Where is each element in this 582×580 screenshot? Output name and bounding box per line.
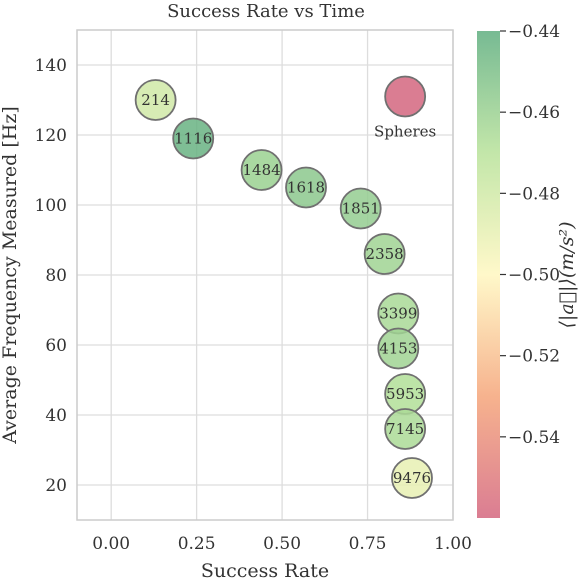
point-label: 5953 [386, 385, 424, 403]
point-label: 1484 [242, 161, 280, 179]
point-label: 1851 [342, 200, 380, 218]
plot-frame [76, 29, 454, 521]
colorbar-tick-label: −0.52 [508, 347, 560, 367]
point-label: 9476 [393, 469, 431, 487]
data-point [134, 79, 177, 121]
y-axis-label: Average Frequency Measured [Hz] [0, 106, 21, 445]
x-tick-label: 0.00 [92, 534, 130, 554]
x-tick-label: 1.00 [434, 534, 472, 554]
data-point [384, 75, 427, 118]
point-label: 3399 [379, 305, 417, 323]
data-point [240, 149, 283, 191]
data-point [384, 408, 427, 450]
point-label: 1618 [287, 179, 325, 197]
point-label: 4153 [379, 340, 417, 358]
point-label: 7145 [386, 420, 424, 438]
y-tick-label: 60 [45, 336, 67, 356]
colorbar-tick-label: −0.54 [508, 428, 560, 448]
chart-title: Success Rate vs Time [167, 1, 365, 22]
colorbar [477, 31, 500, 518]
data-point [172, 117, 215, 160]
data-point [377, 327, 420, 370]
x-axis-ticks: 0.00 0.25 0.50 0.75 1.00 [92, 534, 472, 554]
colorbar-tick-label: −0.48 [508, 184, 560, 204]
y-axis-ticks: 20 40 60 80 100 120 140 [35, 56, 67, 496]
x-tick-label: 0.50 [263, 534, 301, 554]
y-tick-label: 140 [35, 56, 67, 76]
y-tick-label: 40 [45, 406, 67, 426]
data-point [363, 233, 406, 275]
colorbar-tick-label: −0.44 [508, 22, 560, 42]
x-tick-label: 0.75 [349, 534, 387, 554]
y-tick-label: 100 [35, 196, 67, 216]
point-annotation: Spheres [374, 123, 436, 141]
data-point [391, 457, 433, 499]
data-point [339, 187, 382, 230]
y-tick-label: 80 [45, 266, 67, 286]
x-axis-label: Success Rate [201, 560, 329, 580]
colorbar-label: ⟨|a⃗|⟩(m/s²) [556, 222, 578, 329]
data-point [285, 166, 327, 209]
data-points: 214 1116 1484 1618 1851 2358 3399 4153 5953 7145 9… [134, 75, 436, 499]
point-label: 214 [141, 91, 170, 109]
point-label: 2358 [366, 245, 404, 263]
y-tick-label: 20 [45, 476, 67, 496]
colorbar-tick-label: −0.50 [508, 266, 560, 286]
colorbar-ticks: −0.44 −0.46 −0.48 −0.50 −0.52 −0.54 [500, 22, 560, 448]
colorbar-tick-label: −0.46 [508, 103, 560, 123]
y-tick-label: 120 [35, 126, 67, 146]
x-tick-label: 0.25 [178, 534, 216, 554]
point-label: 1116 [174, 130, 212, 148]
